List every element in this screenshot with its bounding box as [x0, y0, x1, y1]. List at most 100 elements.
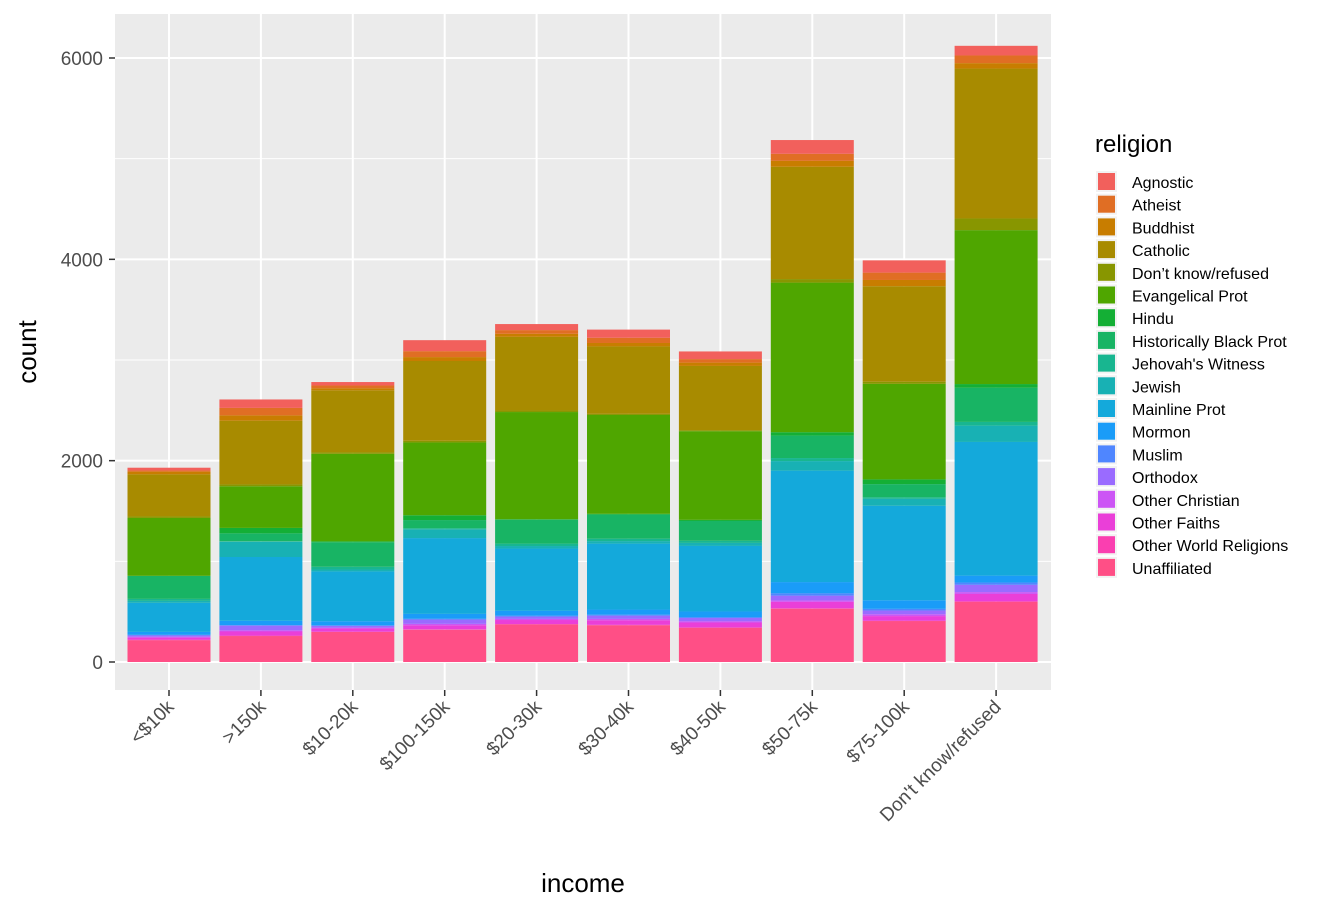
bar-segment-hindu: [587, 514, 670, 515]
bar-segment-jewish: [311, 569, 394, 571]
bar-segment-other-christian: [128, 637, 211, 638]
bar-segment-evangelical-prot: [771, 283, 854, 433]
bar-segment-orthodox: [771, 596, 854, 601]
bar-segment-atheist: [495, 330, 578, 334]
bar-segment-atheist: [771, 154, 854, 161]
bar-segment-orthodox: [679, 618, 762, 621]
bar-segment-other-christian: [403, 624, 486, 625]
legend-item: Don’t know/refused: [1096, 262, 1269, 283]
legend-label: Buddhist: [1132, 220, 1195, 237]
bar-segment-evangelical-prot: [219, 486, 302, 528]
bar-segment-catholic: [771, 167, 854, 279]
bar-segment-other-faiths: [679, 623, 762, 628]
bar-segment-other-faiths: [771, 602, 854, 608]
bar-segment-muslim: [311, 625, 394, 626]
bar-segment-muslim: [679, 617, 762, 618]
bar-segment-catholic: [679, 366, 762, 430]
bar-segment-buddhist: [311, 388, 394, 390]
bar-segment-muslim: [219, 625, 302, 626]
bar-segment-mainline-prot: [403, 538, 486, 614]
y-tick-label: 0: [92, 653, 103, 674]
legend-item: Orthodox: [1096, 466, 1198, 487]
bar-segment-jewish: [403, 529, 486, 538]
bar-segment-hindu: [771, 432, 854, 435]
bar-segment-orthodox: [403, 620, 486, 624]
legend-item: Historically Black Prot: [1096, 330, 1287, 351]
bar-segment-mormon: [679, 611, 762, 617]
bar-segment-don-t-know-refused: [955, 218, 1038, 230]
bar-segment-buddhist: [128, 472, 211, 475]
bar-segment-historically-black-prot: [955, 388, 1038, 422]
bar-segment-muslim: [495, 616, 578, 617]
bar-segment-don-t-know-refused: [771, 279, 854, 283]
legend-swatch: [1098, 468, 1115, 485]
legend-swatch: [1098, 355, 1115, 372]
bar-segment-mainline-prot: [955, 442, 1038, 576]
bar-segment-mormon: [311, 621, 394, 625]
bar-segment-other-christian: [679, 621, 762, 622]
bar-segment-evangelical-prot: [311, 454, 394, 541]
legend-item: Jehovah's Witness: [1096, 353, 1265, 374]
legend-item: Other Christian: [1096, 489, 1240, 510]
bar-segment-unaffiliated: [955, 602, 1038, 662]
bar-segment-hindu: [495, 519, 578, 520]
bar-segment-other-faiths: [311, 628, 394, 631]
bar-segment-unaffiliated: [495, 624, 578, 662]
bar-segment-atheist: [863, 273, 946, 280]
bar-segment-other-faiths: [219, 631, 302, 635]
legend-swatch: [1098, 332, 1115, 349]
bar-segment-buddhist: [863, 280, 946, 286]
bar-segment-atheist: [128, 470, 211, 471]
bar-segment-agnostic: [771, 140, 854, 154]
bar-segment-mormon: [771, 582, 854, 593]
bar-segment-historically-black-prot: [403, 520, 486, 528]
legend-item: Evangelical Prot: [1096, 285, 1248, 306]
bar-segment-catholic: [403, 361, 486, 441]
bar-segment-other-faiths: [863, 616, 946, 621]
bar-segment-muslim: [403, 619, 486, 620]
bar-segment-other-world-religions: [128, 640, 211, 641]
x-tick-label: $100-150k: [376, 696, 455, 775]
legend-item: Muslim: [1096, 443, 1183, 464]
legend-item: Other Faiths: [1096, 512, 1220, 533]
bar-segment-mainline-prot: [128, 603, 211, 632]
bar-segment-don-t-know-refused: [863, 382, 946, 384]
bar-segment-buddhist: [587, 343, 670, 346]
bar-segment-other-christian: [955, 592, 1038, 594]
bar-segment-muslim: [863, 609, 946, 611]
legend-label: Mainline Prot: [1132, 402, 1226, 419]
bar-segment-hindu: [311, 541, 394, 542]
legend-label: Unaffiliated: [1132, 561, 1212, 578]
legend-label: Agnostic: [1132, 175, 1193, 192]
legend-label: Mormon: [1132, 425, 1191, 442]
legend-label: Catholic: [1132, 243, 1190, 260]
bar-segment-other-christian: [863, 614, 946, 616]
bar-segment-agnostic: [495, 324, 578, 330]
bar-segment-mainline-prot: [495, 549, 578, 611]
bar-segment-jehovah-s-witness: [955, 422, 1038, 426]
bar-segment-orthodox: [587, 616, 670, 619]
bar-segment-don-t-know-refused: [403, 441, 486, 443]
bar-segment-catholic: [587, 346, 670, 413]
bar-segment-hindu: [219, 528, 302, 533]
bar-segment-buddhist: [679, 363, 762, 366]
x-axis: <$10k>150k$10-20k$100-150k$20-30k$30-40k…: [127, 690, 1006, 826]
bar-segment-jehovah-s-witness: [311, 567, 394, 570]
bar-segment-evangelical-prot: [955, 230, 1038, 384]
bar-segment-hindu: [955, 384, 1038, 388]
bar-segment-atheist: [955, 55, 1038, 63]
bar-segment-historically-black-prot: [128, 576, 211, 599]
y-axis-title: count: [12, 319, 42, 383]
legend-label: Other Christian: [1132, 493, 1240, 510]
bar-segment-buddhist: [219, 415, 302, 420]
legend-label: Jehovah's Witness: [1132, 357, 1265, 374]
bar-segment-mainline-prot: [311, 571, 394, 621]
bar-segment-atheist: [679, 359, 762, 363]
x-tick-label: $10-20k: [299, 696, 363, 760]
bar-segment-orthodox: [311, 626, 394, 628]
bar-segment-unaffiliated: [587, 625, 670, 662]
legend-swatch: [1098, 536, 1115, 553]
bar-segment-unaffiliated: [403, 630, 486, 662]
